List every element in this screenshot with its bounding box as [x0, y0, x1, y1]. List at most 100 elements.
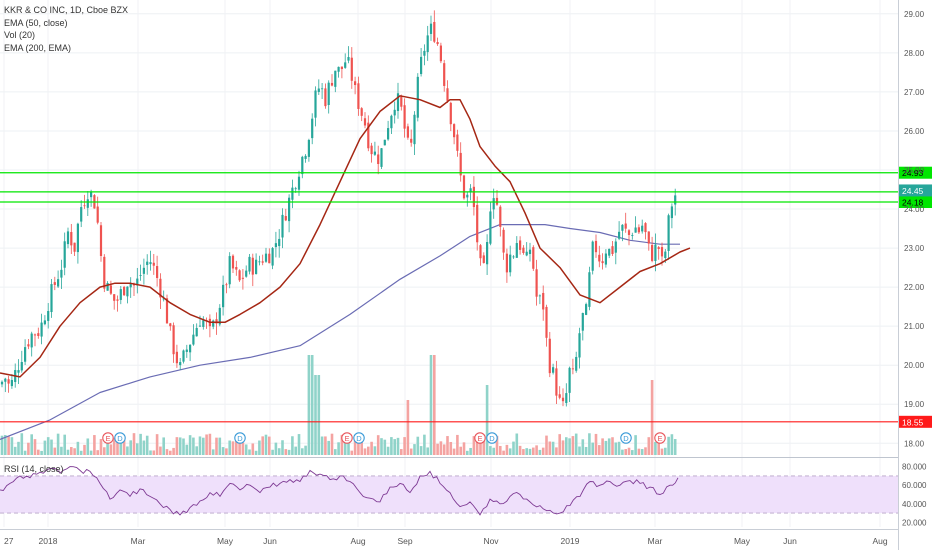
volume-bar	[317, 375, 321, 455]
time-tick-label: Mar	[131, 536, 146, 546]
axes: 18.00 19.00 20.00 21.00 22.00 23.00 24.00 25.00…	[4, 10, 927, 546]
dividend-marker[interactable]: D	[114, 432, 126, 444]
candle-body	[73, 242, 76, 252]
candle-body	[571, 368, 574, 370]
candle-body	[657, 247, 660, 249]
indicator-ema50[interactable]: EMA (50, close)	[4, 17, 68, 28]
candle-body	[50, 284, 53, 313]
volume-bar	[83, 444, 86, 455]
candle-body	[281, 214, 284, 238]
candle-body	[222, 284, 225, 308]
dividend-marker[interactable]: D	[234, 432, 246, 444]
candle-body	[426, 35, 429, 53]
volume-bar	[598, 445, 601, 455]
candle-body	[76, 223, 79, 253]
volume-bar	[268, 436, 271, 455]
candle-body	[618, 231, 621, 239]
volume-bar	[76, 441, 80, 455]
candle-body	[492, 198, 495, 210]
volume-bar	[611, 437, 614, 455]
volume-bar	[614, 442, 618, 455]
candle-body	[654, 244, 657, 261]
candle-body	[24, 347, 27, 362]
volume-bar	[261, 436, 264, 455]
volume-bar	[79, 450, 83, 455]
volume-bar	[258, 440, 261, 455]
candle-body	[670, 206, 673, 219]
volume-bar	[508, 448, 512, 455]
earnings-marker[interactable]: E	[474, 432, 486, 444]
time-tick-label: 2019	[561, 536, 580, 546]
earnings-marker[interactable]: E	[341, 432, 353, 444]
volume-bar	[122, 435, 126, 455]
volume-bar	[578, 446, 581, 455]
volume-bar	[244, 444, 248, 455]
volume-bar	[426, 447, 429, 455]
candle-body	[354, 81, 357, 86]
volume-bar	[604, 440, 608, 455]
candle-body	[297, 176, 301, 190]
volume-bar	[175, 437, 179, 455]
candle-body	[311, 118, 314, 139]
indicator-ema200[interactable]: EMA (200, EMA)	[4, 42, 72, 53]
candle-body	[264, 253, 268, 262]
volume-bar	[132, 433, 136, 455]
earnings-marker[interactable]: E	[654, 432, 666, 444]
candle-body	[202, 320, 205, 327]
volume-bar	[400, 449, 403, 455]
candle-body	[80, 207, 83, 222]
volume-bar	[228, 440, 231, 455]
volume-bars	[0, 355, 677, 455]
indicator-volume[interactable]: Vol (20)	[4, 30, 36, 40]
dividend-marker[interactable]: D	[353, 432, 365, 444]
volume-bar	[667, 436, 670, 455]
volume-bar	[505, 444, 509, 455]
volume-bar	[238, 434, 241, 455]
candle-body	[198, 325, 202, 327]
volume-bar	[235, 441, 238, 455]
volume-bar	[70, 447, 73, 455]
candle-body	[149, 262, 152, 265]
marker-label: D	[489, 434, 495, 443]
candle-body	[83, 205, 86, 207]
volume-bar	[287, 449, 291, 455]
volume-bar	[30, 434, 33, 455]
candle-body	[624, 223, 627, 229]
volume-bar	[634, 435, 637, 455]
level-price-tag: 18.55	[899, 415, 932, 428]
candle-body	[561, 397, 565, 402]
volume-bar	[10, 437, 14, 455]
candle-body	[241, 277, 244, 279]
volume-bar	[670, 434, 674, 455]
volume-bar	[192, 437, 195, 455]
time-tick-label: May	[217, 536, 234, 546]
volume-bar	[449, 441, 453, 455]
candle-body	[327, 82, 330, 105]
volume-bar	[314, 375, 317, 455]
candle-body	[370, 145, 373, 155]
volume-bar	[594, 433, 598, 455]
volume-bar	[363, 448, 367, 455]
volume-bar	[370, 441, 373, 455]
candle-body	[30, 333, 33, 348]
volume-bar	[462, 442, 466, 455]
candle-body	[604, 253, 607, 265]
volume-bar	[436, 443, 439, 455]
volume-bar	[492, 447, 495, 455]
dividend-marker[interactable]: D	[486, 432, 498, 444]
candle-body	[288, 197, 291, 222]
volume-bar	[159, 446, 162, 455]
rsi-band	[0, 475, 898, 514]
candle-body	[552, 367, 555, 373]
earnings-marker[interactable]: E	[102, 432, 114, 444]
volume-bar	[182, 438, 185, 455]
ema200-path	[0, 224, 680, 440]
candle-body	[667, 215, 670, 251]
dividend-marker[interactable]: D	[620, 432, 632, 444]
volume-bar	[581, 439, 585, 455]
candle-body	[433, 21, 436, 42]
